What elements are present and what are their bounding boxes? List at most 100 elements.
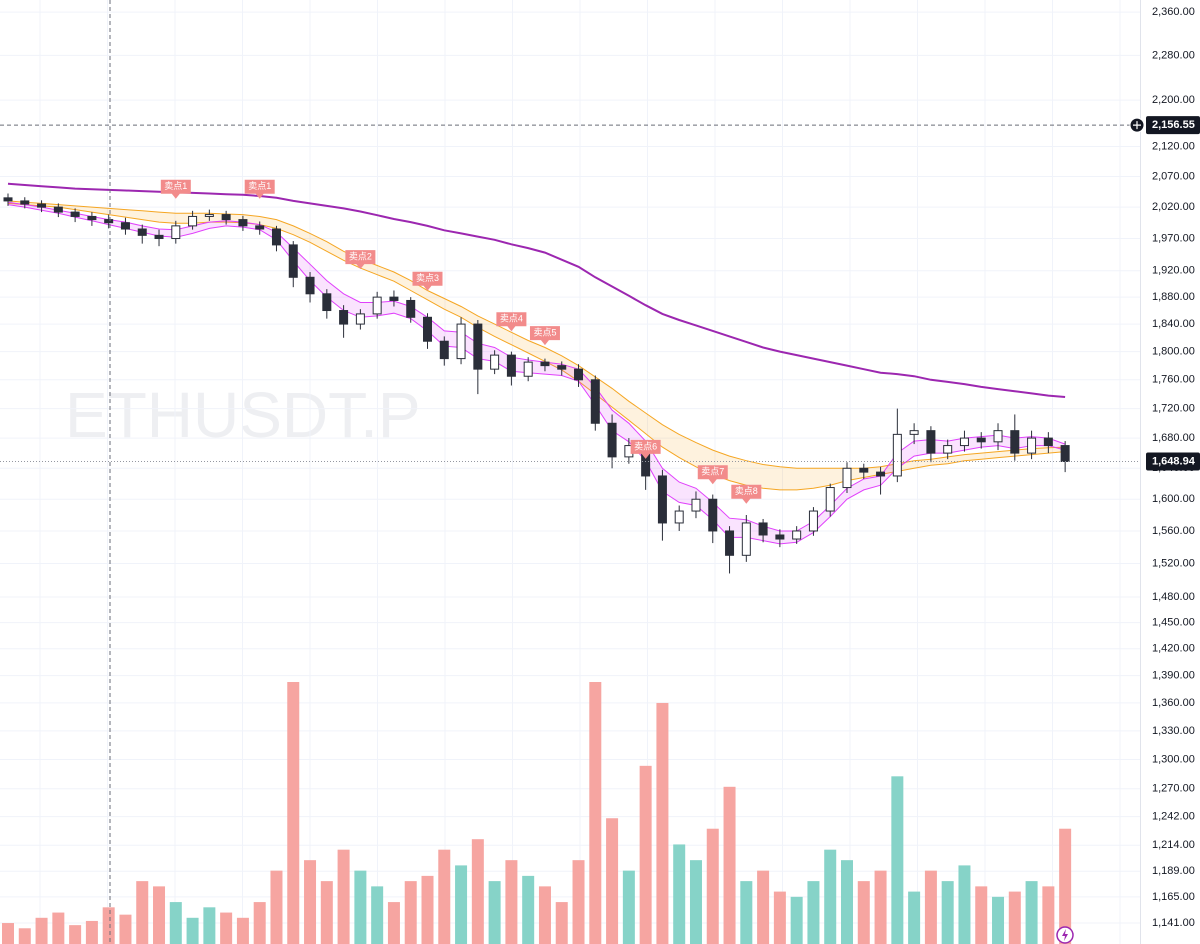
y-tick-label: 1,450.00 — [1152, 617, 1195, 629]
candle-body — [87, 215, 97, 221]
price-axis — [1140, 0, 1200, 944]
volume-bar — [1008, 891, 1021, 944]
signal-marker — [529, 326, 560, 346]
candle-body — [120, 222, 130, 230]
y-tick-label: 2,120.00 — [1152, 140, 1195, 152]
y-tick-label: 2,280.00 — [1152, 49, 1195, 61]
signal-label: 卖点8 — [735, 486, 758, 496]
candle-body — [506, 354, 516, 377]
volume-bar — [924, 870, 937, 944]
volume-bar — [958, 865, 971, 944]
signal-marker — [697, 465, 728, 485]
band-upper-line — [7, 201, 1066, 532]
volume-bar — [975, 886, 988, 944]
y-tick-label: 1,242.00 — [1152, 811, 1195, 823]
volume-bar — [337, 849, 350, 944]
volume-bar — [153, 886, 166, 944]
volume-bar — [102, 907, 115, 944]
y-tick-label: 1,840.00 — [1152, 318, 1195, 330]
volume-bar — [1042, 886, 1055, 944]
candle-body — [355, 313, 365, 325]
candle-body — [892, 433, 902, 477]
volume-bar — [1059, 828, 1072, 944]
volume-bar — [874, 870, 887, 944]
candle-body — [557, 365, 567, 370]
y-tick-label: 1,720.00 — [1152, 403, 1195, 415]
volume-bar — [908, 891, 921, 944]
candle-body — [708, 498, 718, 532]
candle-body — [271, 228, 281, 246]
candle-body — [339, 310, 349, 325]
volume-bar — [555, 902, 568, 944]
crosshair-price-box — [1146, 116, 1200, 135]
volume-bar — [824, 849, 837, 944]
candle-body — [775, 534, 785, 540]
y-tick-label: 1,420.00 — [1152, 643, 1195, 655]
volume-bar — [387, 902, 400, 944]
volume-bar — [69, 925, 82, 944]
candle-body — [876, 471, 886, 477]
candle-body — [959, 437, 969, 447]
candle-body — [725, 530, 735, 556]
signal-marker — [630, 439, 661, 459]
volume-bar — [689, 860, 702, 944]
candle-body — [943, 445, 953, 454]
volume-bar — [841, 860, 853, 944]
y-tick-label: 1,360.00 — [1152, 697, 1195, 709]
candle-body — [993, 430, 1003, 443]
candle-body — [842, 467, 852, 489]
candle-body — [792, 530, 802, 540]
volume-bar — [656, 702, 669, 944]
signal-label: 卖点6 — [634, 441, 657, 451]
y-tick-label: 2,020.00 — [1152, 201, 1195, 213]
y-tick-label: 1,600.00 — [1152, 493, 1195, 505]
candle-body — [171, 225, 181, 240]
volume-bar — [119, 914, 132, 944]
volume-bar — [773, 891, 786, 944]
candle-body — [137, 228, 147, 236]
signal-label: 卖点5 — [533, 327, 556, 337]
candle-body — [859, 467, 869, 473]
candle-body — [389, 296, 399, 301]
y-tick-label: 1,189.00 — [1152, 865, 1195, 877]
candle-body — [3, 197, 13, 202]
candle-body — [691, 498, 701, 512]
signal-label: 卖点1 — [248, 181, 271, 191]
candle-body — [1043, 437, 1053, 447]
candle-body — [758, 522, 768, 536]
volume-bar — [857, 881, 870, 944]
volume-bar — [740, 881, 753, 944]
candle-body — [825, 487, 835, 512]
volume-bar — [421, 875, 434, 944]
y-tick-label: 1,760.00 — [1152, 374, 1195, 386]
y-tick-label: 1,141.00 — [1152, 917, 1195, 929]
candle-body — [590, 379, 600, 424]
y-tick-label: 1,214.00 — [1152, 839, 1195, 851]
candle-body — [674, 510, 684, 524]
candle-body — [574, 368, 584, 381]
y-tick-label: 1,520.00 — [1152, 557, 1195, 569]
volume-bar — [992, 896, 1005, 944]
candle-body — [221, 214, 231, 221]
volume-bar — [270, 870, 283, 944]
candle-body — [37, 203, 47, 208]
candle-body — [976, 437, 986, 443]
candle-body — [305, 276, 315, 295]
candle-body — [490, 354, 500, 370]
volume-bar — [404, 881, 417, 944]
bolt-icon — [1062, 929, 1068, 941]
volume-bar — [304, 860, 317, 944]
band-lower-line — [7, 202, 1066, 491]
y-tick-label: 1,560.00 — [1152, 525, 1195, 537]
candle-body — [154, 234, 164, 240]
signal-label: 卖点3 — [416, 273, 439, 283]
candle-body — [104, 219, 114, 224]
signal-label: 卖点4 — [500, 314, 523, 324]
volume-bar — [52, 912, 65, 944]
candle-body — [255, 225, 265, 230]
y-tick-label: 2,360.00 — [1152, 6, 1195, 18]
volume-bar — [941, 881, 954, 944]
volume-bar — [505, 860, 518, 944]
volume-bar — [287, 682, 300, 944]
